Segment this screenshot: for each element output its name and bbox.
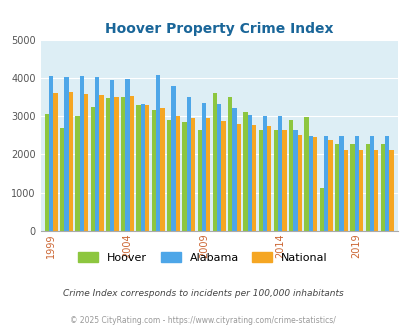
Bar	[308, 136, 312, 231]
Bar	[114, 97, 119, 231]
Bar	[49, 76, 53, 231]
Bar	[197, 130, 201, 231]
Bar	[90, 107, 95, 231]
Bar	[364, 145, 369, 231]
Bar	[121, 97, 125, 231]
Bar	[236, 124, 240, 231]
Bar	[186, 97, 190, 231]
Bar	[388, 150, 392, 231]
Bar	[110, 80, 114, 231]
Bar	[60, 128, 64, 231]
Legend: Hoover, Alabama, National: Hoover, Alabama, National	[78, 252, 327, 263]
Bar	[201, 103, 206, 231]
Bar	[304, 117, 308, 231]
Bar	[228, 97, 232, 231]
Bar	[343, 150, 347, 231]
Text: © 2025 CityRating.com - https://www.cityrating.com/crime-statistics/: © 2025 CityRating.com - https://www.city…	[70, 315, 335, 325]
Bar	[232, 108, 236, 231]
Bar	[323, 136, 328, 231]
Bar	[217, 104, 221, 231]
Bar	[221, 121, 225, 231]
Bar	[141, 104, 145, 231]
Bar	[319, 188, 323, 231]
Bar	[380, 145, 384, 231]
Bar	[247, 115, 251, 231]
Bar	[206, 118, 210, 231]
Bar	[84, 94, 88, 231]
Bar	[358, 150, 362, 231]
Bar	[384, 136, 388, 231]
Bar	[136, 106, 141, 231]
Bar	[251, 125, 256, 231]
Bar	[160, 108, 164, 231]
Bar	[45, 114, 49, 231]
Text: Crime Index corresponds to incidents per 100,000 inhabitants: Crime Index corresponds to incidents per…	[62, 289, 343, 298]
Bar	[106, 98, 110, 231]
Bar	[145, 106, 149, 231]
Bar	[125, 79, 130, 231]
Bar	[288, 120, 293, 231]
Bar	[166, 120, 171, 231]
Bar	[95, 78, 99, 231]
Bar	[130, 96, 134, 231]
Bar	[373, 150, 377, 231]
Bar	[212, 93, 217, 231]
Bar	[182, 121, 186, 231]
Bar	[68, 92, 73, 231]
Bar	[190, 118, 195, 231]
Bar	[175, 116, 179, 231]
Bar	[312, 137, 316, 231]
Bar	[328, 140, 332, 231]
Bar	[273, 130, 277, 231]
Bar	[75, 116, 79, 231]
Bar	[79, 76, 84, 231]
Bar	[266, 126, 271, 231]
Bar	[293, 130, 297, 231]
Bar	[258, 130, 262, 231]
Title: Hoover Property Crime Index: Hoover Property Crime Index	[105, 22, 333, 36]
Bar	[243, 112, 247, 231]
Bar	[354, 136, 358, 231]
Bar	[156, 75, 160, 231]
Bar	[334, 145, 339, 231]
Bar	[350, 145, 354, 231]
Bar	[99, 95, 103, 231]
Bar	[297, 135, 301, 231]
Bar	[53, 93, 58, 231]
Bar	[339, 136, 343, 231]
Bar	[277, 116, 282, 231]
Bar	[369, 136, 373, 231]
Bar	[64, 77, 68, 231]
Bar	[151, 110, 156, 231]
Bar	[262, 116, 266, 231]
Bar	[282, 130, 286, 231]
Bar	[171, 86, 175, 231]
